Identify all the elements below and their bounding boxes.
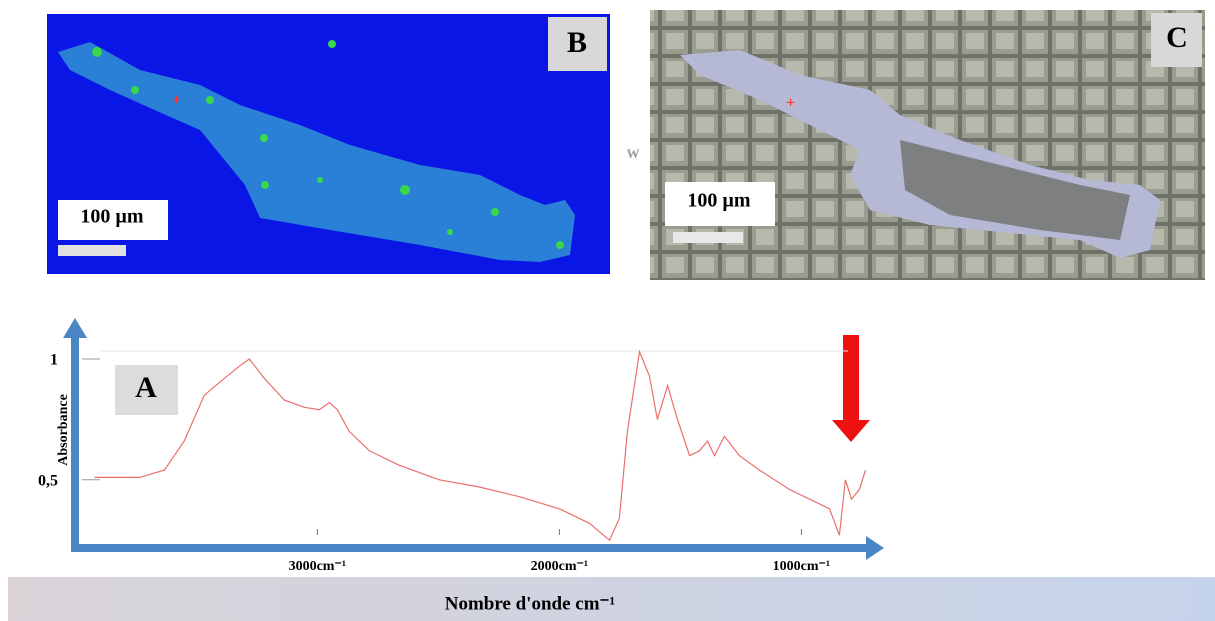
marker: +	[172, 92, 181, 109]
axes	[63, 318, 884, 560]
panel-b: + B 100 µm	[47, 14, 610, 274]
x-tick-label: 1000cm⁻¹	[773, 559, 830, 574]
scale-bar	[673, 232, 743, 243]
panel-label: B	[567, 26, 587, 59]
panel-label: C	[1166, 21, 1188, 54]
marker: +	[786, 95, 795, 112]
y-tick-label: 0,5	[38, 472, 58, 489]
scale-bar	[58, 245, 126, 256]
spectrum-line	[94, 352, 865, 541]
x-arrowhead	[866, 536, 884, 560]
x-tick-label: 2000cm⁻¹	[531, 559, 588, 574]
y-tick-label: 1	[50, 352, 58, 369]
panel-c: + C 100 µm W	[627, 10, 1206, 280]
x-tick-label: 3000cm⁻¹	[289, 559, 346, 574]
scale-text: 100 µm	[687, 190, 751, 212]
stray-mark: W	[627, 146, 640, 161]
figure: + B 100 µm + C 100 µm W Nombre d'onde cm…	[0, 0, 1215, 621]
x-axis-title: Nombre d'onde cm⁻¹	[445, 593, 616, 614]
y-axis-title: Absorbance	[56, 394, 71, 466]
panel-label: A	[135, 371, 157, 404]
y-arrowhead	[63, 318, 87, 338]
scale-text: 100 µm	[80, 206, 144, 228]
